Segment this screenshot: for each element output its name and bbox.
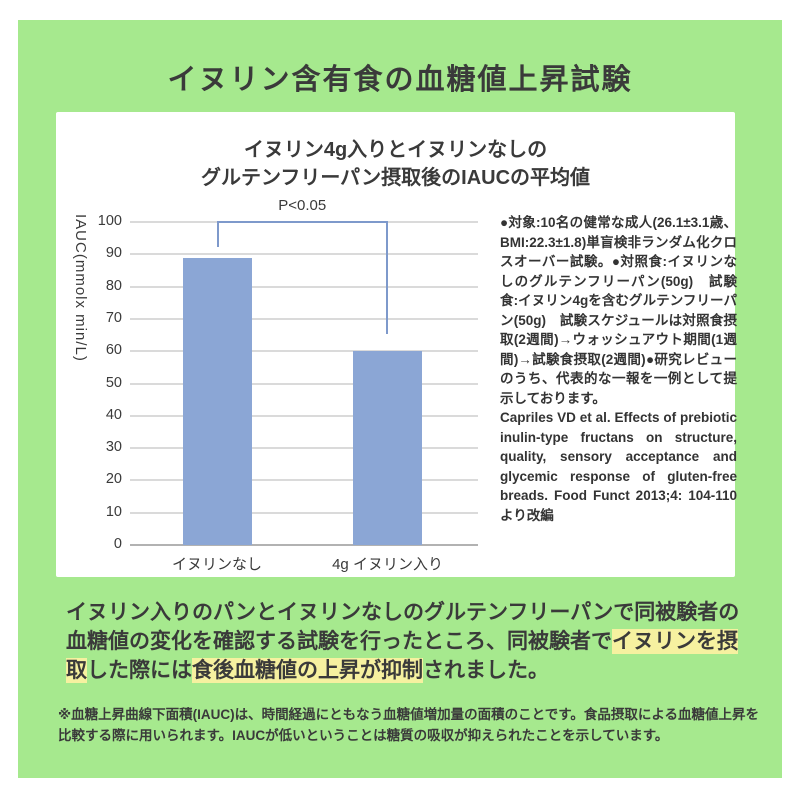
green-panel: イヌリン含有食の血糖値上昇試験 イヌリン4g入りとイヌリンなしの グルテンフリー… <box>18 20 782 778</box>
y-tick-label: 20 <box>105 471 122 488</box>
y-tick-label: 100 <box>97 213 122 229</box>
x-category-label: 4g イヌリン入り <box>332 556 443 573</box>
significance-bracket-tick-right <box>385 221 388 335</box>
footnote-text: ※血糖上昇曲線下面積(IAUC)は、時間経過にともなう血糖値増加量の面積のことで… <box>58 707 759 743</box>
chart-card: イヌリン4g入りとイヌリンなしの グルテンフリーパン摂取後のIAUCの平均値 I… <box>56 112 751 577</box>
x-category-label: イヌリンなし <box>171 556 263 573</box>
gridline <box>130 382 478 385</box>
y-tick-label: 60 <box>105 342 122 359</box>
y-axis-label: IAUC(mmolx min/L) <box>72 214 89 362</box>
y-tick-label: 40 <box>105 406 122 423</box>
gridline <box>130 253 478 256</box>
significance-label: P<0.05 <box>278 197 327 214</box>
bar <box>182 257 252 545</box>
y-tick-label: 0 <box>113 536 122 552</box>
summary-text: イヌリン入りのパンとイヌリンなしのグルテンフリーパンで同被験者の血糖値の変化を確… <box>66 598 754 685</box>
y-tick-label: 70 <box>105 309 122 326</box>
y-tick-label: 90 <box>105 245 122 262</box>
gridline <box>130 511 478 514</box>
study-notes-text: ●対象:10名の健常な成人(26.1±3.1歳、BMI:22.3±1.8)単盲検… <box>500 215 737 406</box>
y-tick-label: 30 <box>105 439 122 456</box>
chart-title-line1: イヌリン4g入りとイヌリンなしの <box>243 139 548 161</box>
bar <box>353 351 423 545</box>
gridline <box>130 317 478 320</box>
significance-bracket-tick-left <box>217 221 219 247</box>
summary-segment: した際には <box>87 659 192 682</box>
gridline <box>130 285 478 288</box>
significance-bracket-line <box>217 221 388 223</box>
gridline <box>130 447 478 450</box>
gridline <box>130 544 478 546</box>
y-tick-label: 80 <box>105 277 122 294</box>
summary-highlight: 食後血糖値の上昇が抑制 <box>192 658 423 683</box>
gridline <box>130 479 478 482</box>
summary-segment: イヌリン入りのパンとイヌリンなしのグルテンフリーパンで同被験者の血糖値の変化を確… <box>66 601 740 653</box>
y-tick-label: 50 <box>105 374 122 391</box>
gridline <box>130 350 478 353</box>
plot-area: P<0.05 <box>130 197 478 546</box>
chart-title: イヌリン4g入りとイヌリンなしの グルテンフリーパン摂取後のIAUCの平均値 <box>56 136 735 192</box>
y-tick-label: 10 <box>105 503 122 520</box>
page-title: イヌリン含有食の血糖値上昇試験 <box>167 64 633 96</box>
chart-title-line2: グルテンフリーパン摂取後のIAUCの平均値 <box>200 167 591 189</box>
citation-text: Capriles VD et al. Effects of prebiotic … <box>500 410 751 523</box>
summary-segment: されました。 <box>423 659 549 682</box>
study-notes: ●対象:10名の健常な成人(26.1±3.1歳、BMI:22.3±1.8)単盲検… <box>500 213 751 525</box>
gridline <box>130 414 478 417</box>
